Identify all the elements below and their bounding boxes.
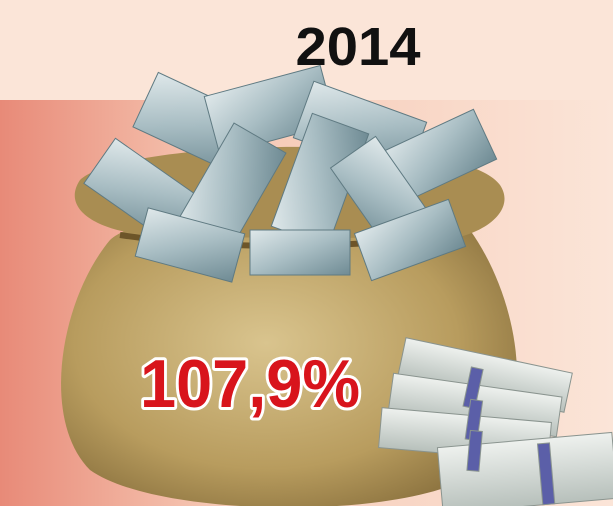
year: 2014 — [296, 17, 421, 77]
percentage: 107,9% — [140, 346, 360, 422]
banknote-stacks — [378, 337, 613, 506]
banknotes — [83, 64, 498, 283]
